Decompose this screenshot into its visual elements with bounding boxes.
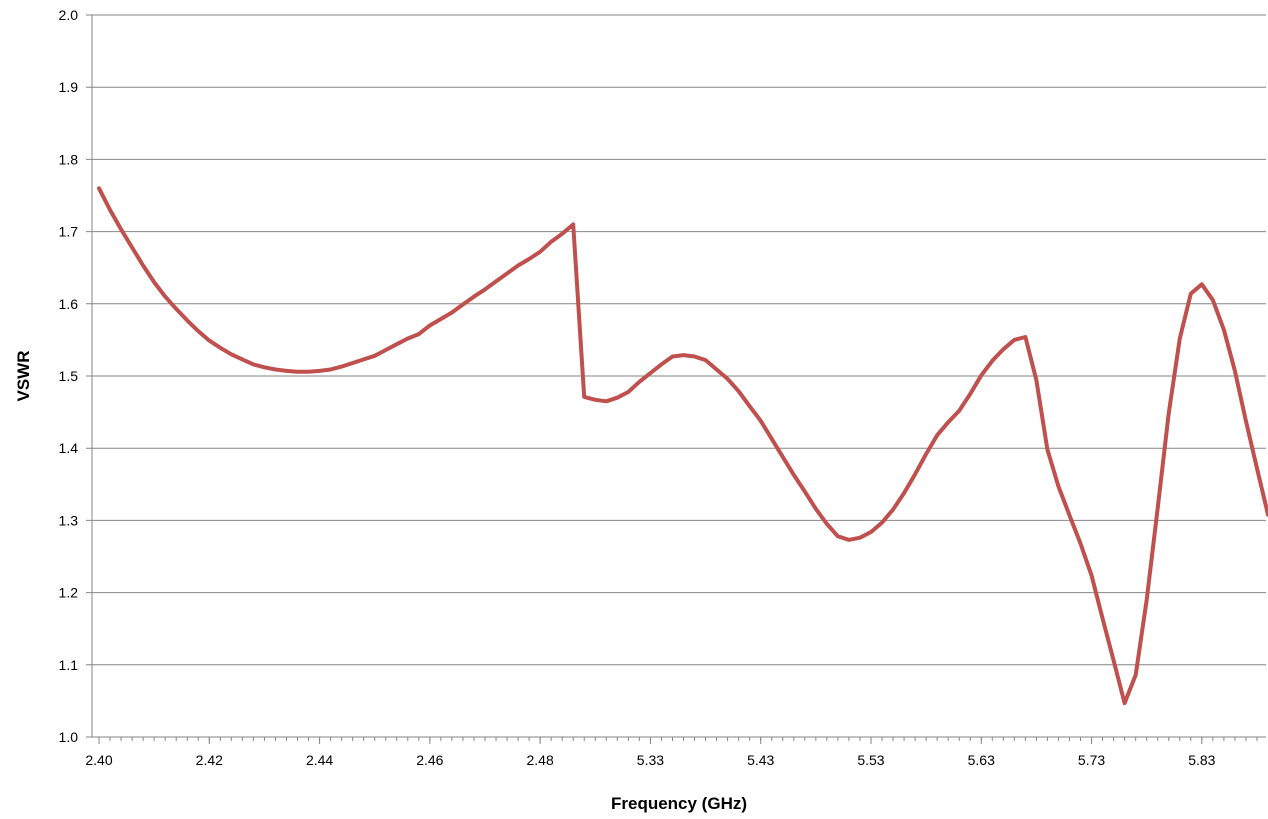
- y-tick-label: 1.5: [59, 368, 79, 384]
- x-tick-label: 2.48: [527, 752, 554, 768]
- x-tick-label: 2.44: [306, 752, 333, 768]
- x-axis-title: Frequency (GHz): [611, 794, 747, 813]
- x-tick-label: 5.73: [1078, 752, 1105, 768]
- y-axis-title: VSWR: [14, 351, 33, 402]
- x-tick-label: 2.42: [196, 752, 223, 768]
- y-tick-labels: 1.0 1.1 1.2 1.3 1.4 1.5 1.6 1.7 1.8 1.9 2.0: [59, 7, 79, 745]
- y-tick-label: 1.3: [59, 512, 79, 528]
- y-tick-label: 1.4: [59, 440, 79, 456]
- y-tick-label: 1.9: [59, 79, 79, 95]
- y-tick-label: 1.1: [59, 657, 79, 673]
- grid-lines: [86, 14, 1266, 666]
- x-tick-label: 5.83: [1188, 752, 1215, 768]
- x-tick-label: 2.40: [85, 752, 112, 768]
- x-tick-label: 5.43: [747, 752, 774, 768]
- x-tick-label: 2.46: [416, 752, 443, 768]
- series-layer: [97, 186, 1268, 706]
- vswr-series-line: [97, 186, 1268, 706]
- y-tick-label: 1.8: [59, 151, 79, 167]
- y-tick-label: 1.2: [59, 585, 79, 601]
- y-tick-label: 1.6: [59, 296, 79, 312]
- y-tick-label: 1.0: [59, 729, 79, 745]
- axes: [86, 15, 1266, 744]
- y-tick-label: 1.7: [59, 224, 79, 240]
- x-tick-label: 5.33: [637, 752, 664, 768]
- x-tick-label: 5.53: [857, 752, 884, 768]
- x-tick-labels: 2.40 2.42 2.44 2.46 2.48 5.33 5.43 5.53 5.63 5.73…: [85, 752, 1215, 768]
- x-tick-label: 5.63: [968, 752, 995, 768]
- y-tick-label: 2.0: [59, 7, 79, 23]
